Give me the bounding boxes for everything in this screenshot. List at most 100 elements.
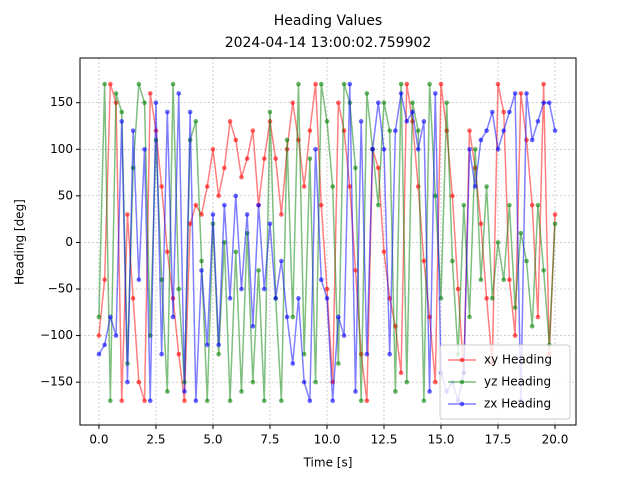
data-point [204,398,210,404]
data-point [307,398,313,404]
data-point [535,314,541,320]
data-point [119,119,125,124]
data-point [336,314,341,320]
data-point [398,370,404,376]
data-point [478,221,484,227]
data-point [159,184,164,189]
data-point [364,351,370,357]
plot-frame [79,57,577,426]
data-point [239,286,244,292]
data-point [541,100,546,106]
data-point [535,119,541,124]
data-point [370,146,375,152]
data-point [250,379,256,385]
x-tick-label: 20.0 [542,433,569,447]
data-point [404,81,410,87]
data-point [450,258,455,264]
legend-label: zx Heading [484,397,551,411]
data-point [113,333,119,338]
data-point [313,379,318,385]
data-point [490,296,495,301]
data-point [347,81,353,87]
data-point [472,146,478,152]
data-point [387,128,392,133]
data-point [307,156,313,161]
data-point [96,351,102,357]
data-point [427,389,432,394]
data-point [301,184,307,189]
data-point [233,137,239,143]
data-point [552,221,558,227]
data-point [484,128,489,133]
data-point [301,379,307,385]
data-point [187,221,193,227]
data-point [176,286,182,292]
data-point [364,398,370,404]
data-point [165,389,170,394]
data-point [176,351,182,357]
data-point [113,91,119,96]
data-point [375,202,381,208]
legend-marker [459,357,465,363]
data-point [159,351,164,357]
data-point [330,398,335,404]
data-point [524,91,529,96]
data-point [125,379,130,385]
data-point [450,193,455,199]
data-point [318,277,324,282]
y-tick-label: −50 [48,282,73,296]
data-point [108,398,113,404]
data-point [518,91,524,96]
data-point [130,296,136,301]
data-point [415,146,421,152]
x-axis-label: Time [s] [303,456,353,470]
data-point [176,91,182,96]
data-point [239,174,244,180]
data-point [393,128,398,133]
data-point [438,81,444,87]
x-tick-label: 15.0 [428,433,455,447]
data-point [478,137,484,143]
data-point [227,296,233,301]
data-point [119,109,125,115]
data-point [204,184,210,189]
data-point [279,212,284,217]
data-point [233,193,239,199]
data-point [547,100,552,106]
data-point [256,202,261,208]
data-point [324,119,330,124]
data-point [336,361,341,366]
data-point [524,258,529,264]
data-point [216,342,221,348]
data-point [353,268,358,273]
data-point [507,277,512,282]
data-point [239,389,244,394]
data-point [216,351,221,357]
legend-box [439,344,571,420]
data-point [507,202,512,208]
data-point [478,277,484,282]
data-point [467,314,472,320]
data-point [290,100,296,106]
data-point [233,249,239,255]
data-point [541,268,546,273]
data-point [279,398,284,404]
data-point [529,137,535,143]
data-point [552,128,558,133]
x-tick-label: 17.5 [485,433,512,447]
data-point [199,258,204,264]
y-tick-label: 150 [50,95,73,109]
data-point [461,202,467,208]
data-point [170,81,176,87]
data-point [267,109,273,115]
data-point [102,277,107,282]
data-point [410,109,415,115]
data-point [375,100,381,106]
data-point [267,221,273,227]
legend-label: yz Heading [484,375,551,389]
data-point [261,398,267,404]
data-point [244,156,250,161]
data-point [165,109,170,115]
data-point [432,91,438,96]
data-point [404,119,410,124]
